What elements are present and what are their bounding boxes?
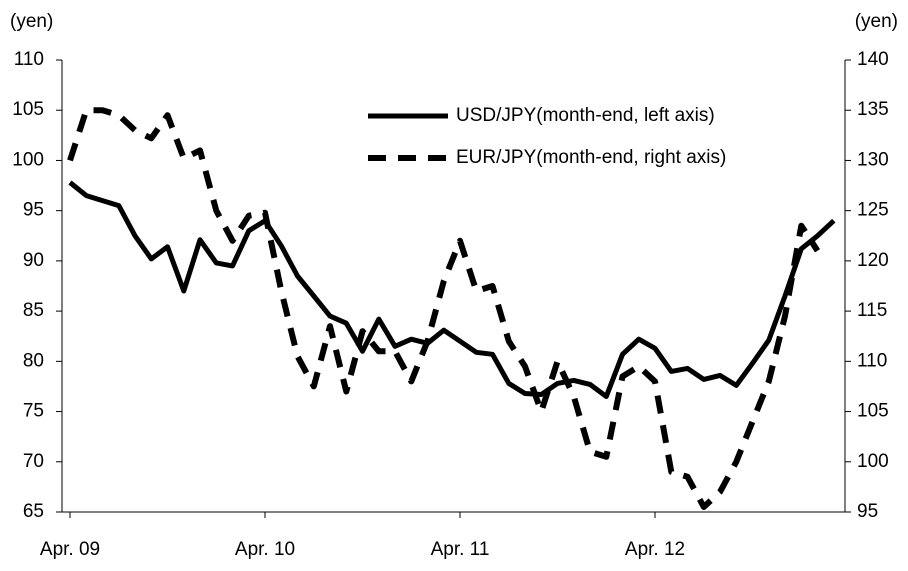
- y2-tick-label: 120: [857, 250, 889, 271]
- y2-tick-label: 100: [857, 451, 889, 472]
- y-tick-label: 100: [12, 149, 44, 170]
- legend-label: USD/JPY(month-end, left axis): [456, 105, 715, 126]
- y-tick-label: 105: [12, 99, 44, 120]
- y2-tick-label: 135: [857, 99, 889, 120]
- y2-tick-label: 130: [857, 149, 889, 170]
- x-tick-label: Apr. 12: [625, 539, 685, 560]
- y2-tick-label: 140: [857, 49, 889, 70]
- y-tick-label: 75: [23, 401, 44, 422]
- x-tick-label: Apr. 11: [431, 539, 490, 560]
- y-tick-label: 70: [23, 451, 44, 472]
- y2-tick-label: 125: [857, 200, 889, 221]
- x-tick-label: Apr. 09: [40, 539, 100, 560]
- y2-axis-label: (yen): [855, 11, 898, 32]
- y-axis-label: (yen): [10, 11, 53, 32]
- y-tick-label: 85: [23, 300, 44, 321]
- y-tick-label: 65: [23, 501, 44, 522]
- y-tick-label: 80: [23, 350, 44, 371]
- y-tick-label: 90: [23, 250, 44, 271]
- y-tick-label: 110: [14, 49, 44, 70]
- y2-tick-label: 105: [857, 401, 889, 422]
- y2-tick-label: 115: [857, 300, 887, 321]
- x-tick-label: Apr. 10: [235, 539, 295, 560]
- y2-tick-label: 110: [857, 350, 887, 371]
- legend-label: EUR/JPY(month-end, right axis): [456, 147, 726, 168]
- series-line: [67, 107, 821, 510]
- series-line: [68, 180, 836, 399]
- y-tick-label: 95: [23, 200, 44, 221]
- y2-tick-label: 95: [857, 501, 878, 522]
